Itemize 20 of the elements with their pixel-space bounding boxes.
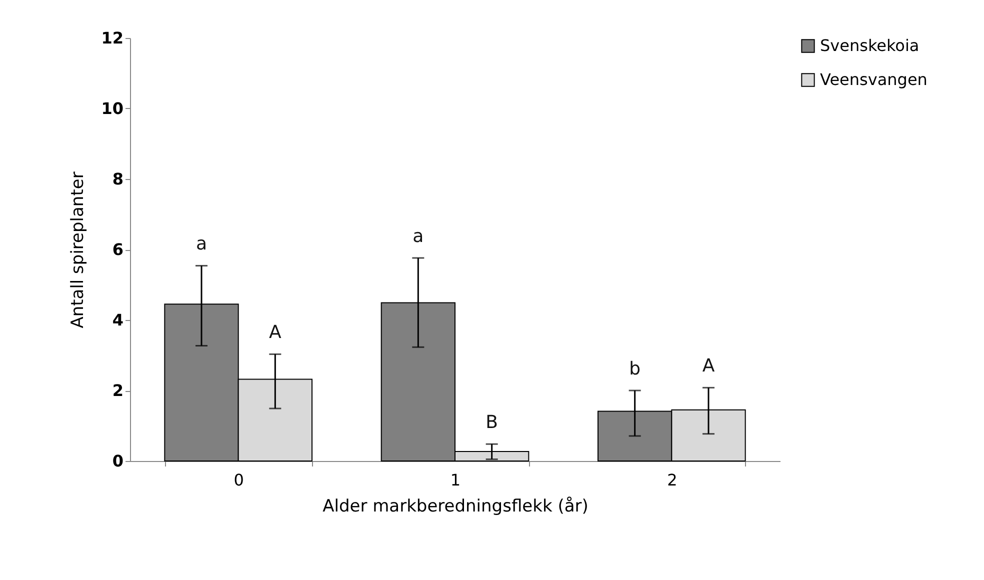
y-axis-title: Antall spireplanter [68,172,88,328]
y-tick-label: 12 [101,28,124,48]
x-tick-label: 2 [667,470,678,490]
y-tick-label: 2 [112,381,124,400]
annotation: B [486,412,498,434]
x-axis-title: Alder markberedningsflekk (år) [322,496,588,516]
legend-label: Veensvangen [820,70,928,89]
legend-label: Svenskekoia [820,36,920,55]
y-tick-label: 10 [101,99,124,118]
annotation: a [196,234,208,255]
annotation: A [269,322,282,344]
y-tick-label: 6 [112,240,124,259]
y-tick-label: 8 [112,170,124,188]
x-tick-label: 0 [234,470,244,490]
annotation: a [412,226,424,247]
annotation: A [702,356,716,377]
x-tick-label: 1 [450,470,461,490]
y-tick-label: 4 [112,310,124,330]
annotation: b [629,358,641,380]
y-tick-label: 0 [112,452,124,470]
